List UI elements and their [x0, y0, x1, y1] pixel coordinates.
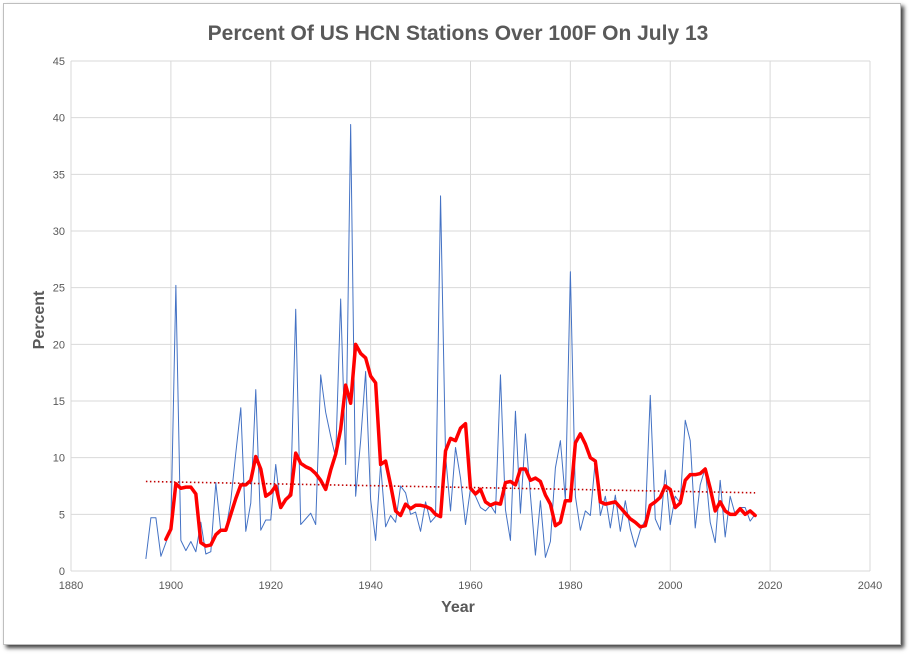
x-tick-label: 1920	[259, 580, 283, 592]
x-tick-label: 1980	[558, 580, 582, 592]
y-tick-label: 30	[53, 226, 65, 238]
x-tick-label: 1900	[159, 580, 183, 592]
y-tick-labels: 0 5 10 15 20 25 30 35 40 45	[53, 56, 65, 578]
grid-lines	[70, 60, 871, 572]
annual-line	[145, 123, 756, 560]
series-group	[145, 123, 757, 560]
chart-frame: Percent Of US HCN Stations Over 100F On …	[3, 3, 901, 645]
y-tick-label: 0	[59, 566, 65, 578]
y-tick-label: 20	[53, 339, 65, 351]
moving-average-line	[164, 342, 757, 548]
x-tick-labels: 1880 1900 1920 1940 1960 1980 2000 2020 2040	[59, 580, 882, 592]
y-tick-label: 40	[53, 113, 65, 125]
x-tick-label: 2040	[858, 580, 882, 592]
x-tick-label: 2000	[658, 580, 682, 592]
y-tick-label: 5	[59, 509, 65, 521]
x-axis-label: Year	[441, 599, 475, 616]
y-tick-label: 15	[53, 396, 65, 408]
linear-trend-line	[145, 480, 756, 494]
x-tick-label: 1880	[59, 580, 83, 592]
x-tick-label: 2020	[758, 580, 782, 592]
y-tick-label: 45	[53, 56, 65, 68]
chart-svg: Percent Of US HCN Stations Over 100F On …	[31, 22, 882, 616]
chart-title: Percent Of US HCN Stations Over 100F On …	[208, 22, 709, 45]
y-tick-label: 35	[53, 169, 65, 181]
y-tick-label: 10	[53, 453, 65, 465]
y-tick-label: 25	[53, 283, 65, 295]
x-tick-label: 1960	[458, 580, 482, 592]
y-axis-label: Percent	[31, 290, 48, 349]
x-tick-label: 1940	[358, 580, 382, 592]
